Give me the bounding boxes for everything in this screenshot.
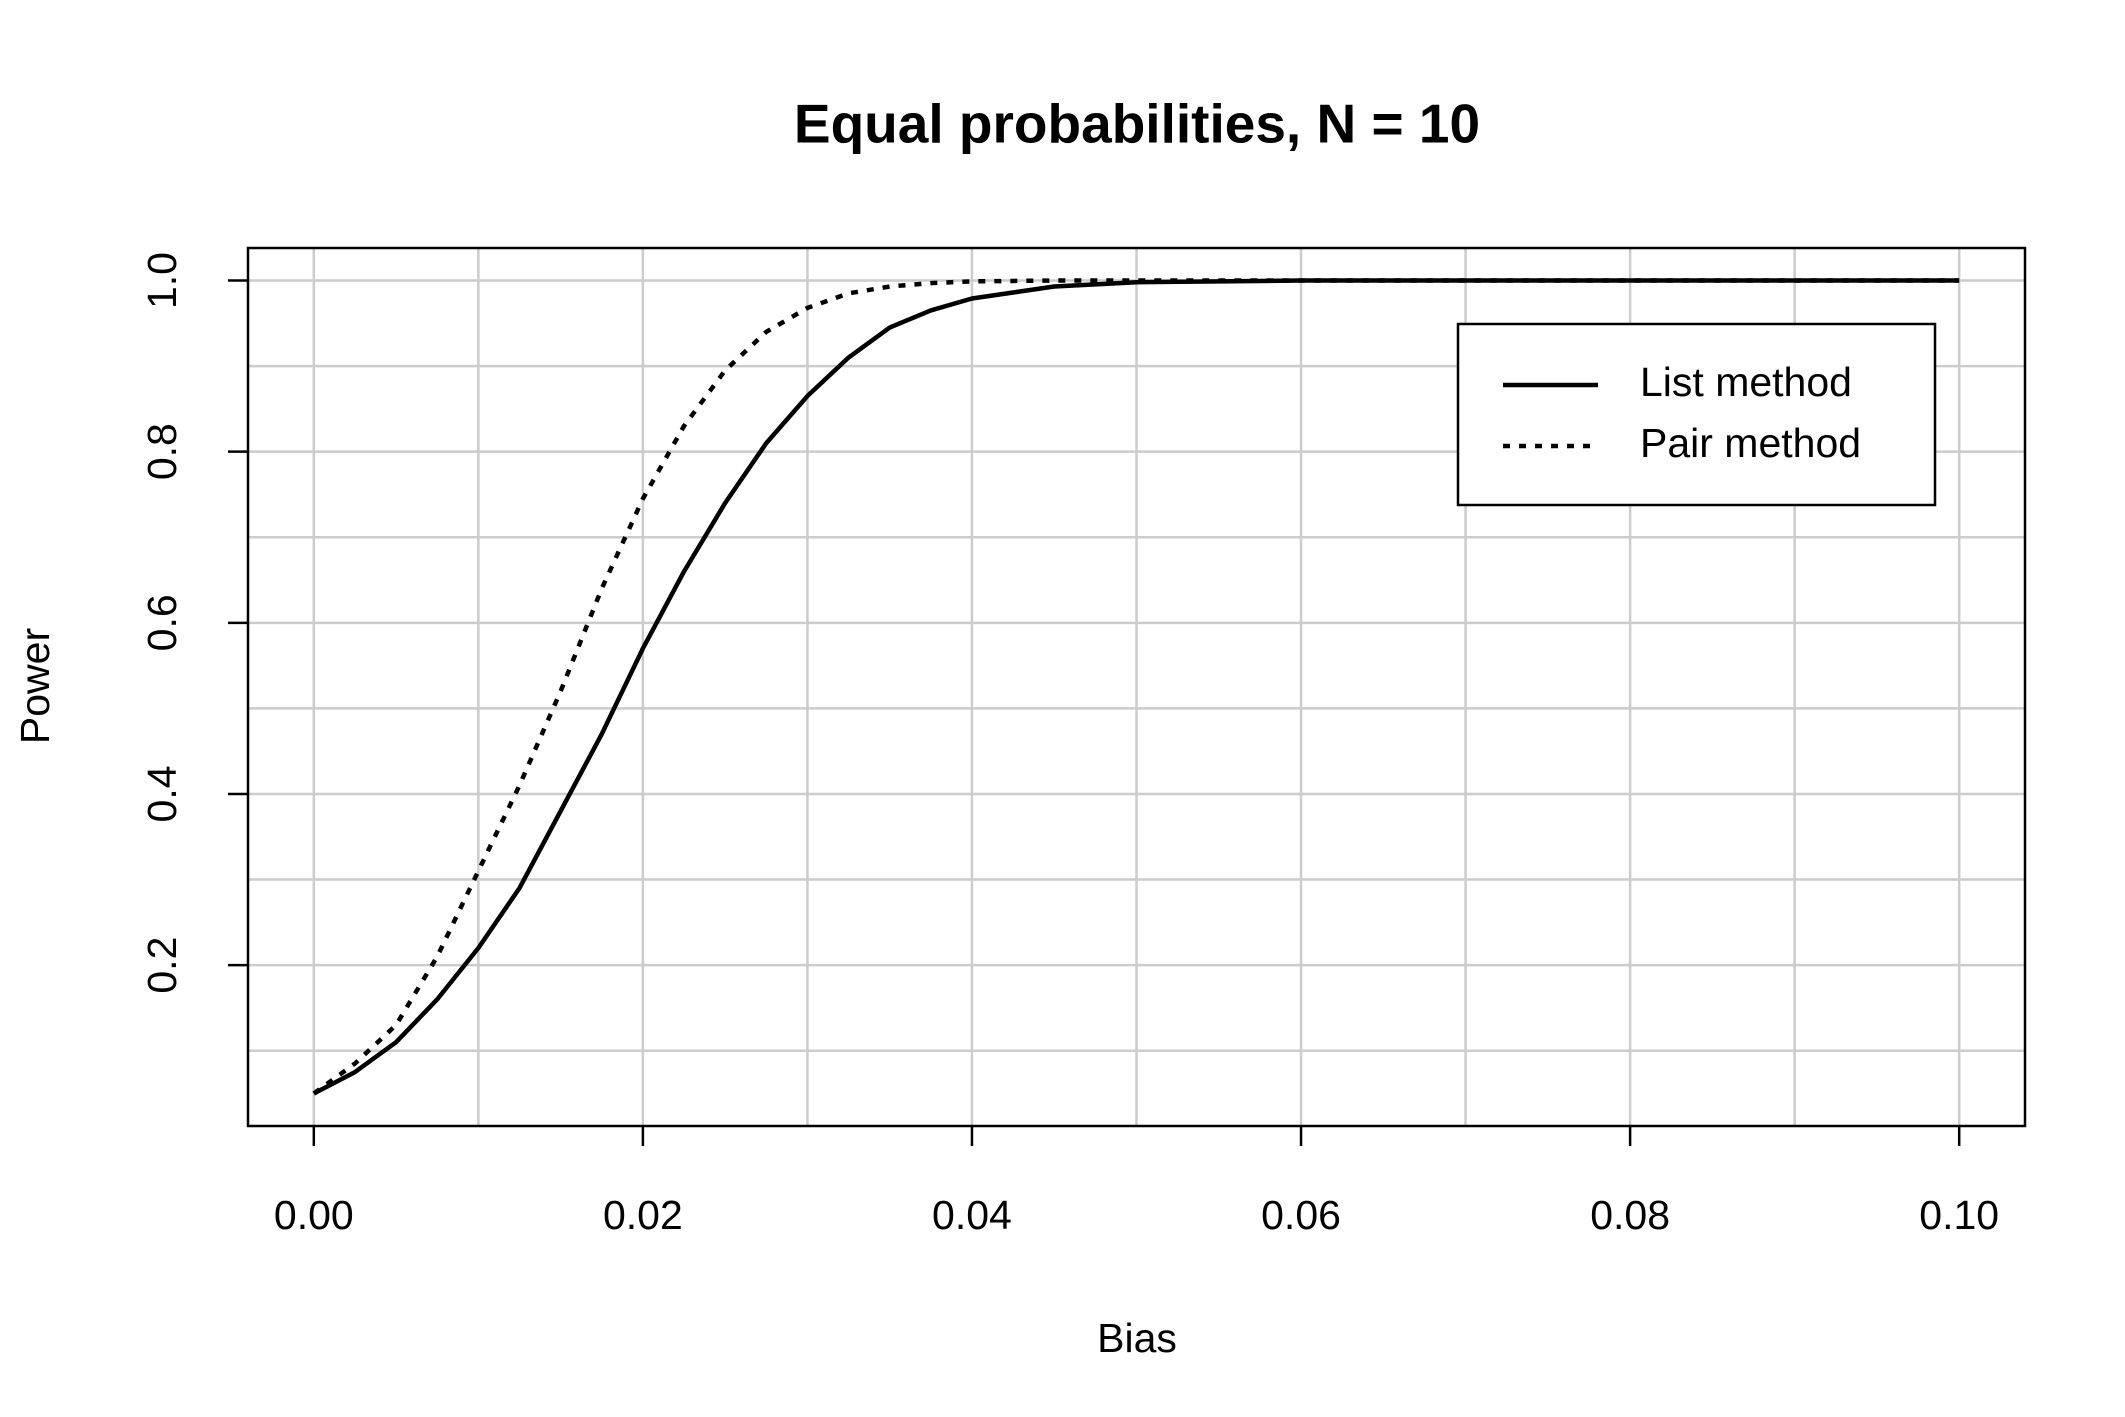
y-tick-label: 0.2 — [139, 937, 185, 994]
legend-box — [1456, 322, 1937, 507]
x-tick-label: 0.04 — [932, 1192, 1012, 1238]
legend-label: Pair method — [1640, 420, 1861, 466]
x-tick-label: 0.02 — [603, 1192, 683, 1238]
y-tick-label: 0.8 — [139, 423, 185, 480]
legend-label: List method — [1640, 359, 1852, 405]
x-tick-label: 0.08 — [1590, 1192, 1670, 1238]
y-tick-label: 0.4 — [139, 765, 185, 822]
x-tick-label: 0.10 — [1919, 1192, 1999, 1238]
series-line — [312, 278, 1960, 1096]
x-tick-label: 0.06 — [1261, 1192, 1341, 1238]
plot-frame — [246, 246, 2027, 1128]
x-tick-label: 0.00 — [274, 1192, 354, 1238]
y-axis-label: Power — [12, 628, 58, 744]
y-tick-label: 0.6 — [139, 594, 185, 651]
x-axis-label: Bias — [1097, 1315, 1177, 1361]
chart-title: Equal probabilities, N = 10 — [794, 93, 1480, 155]
y-tick-label: 1.0 — [139, 252, 185, 309]
